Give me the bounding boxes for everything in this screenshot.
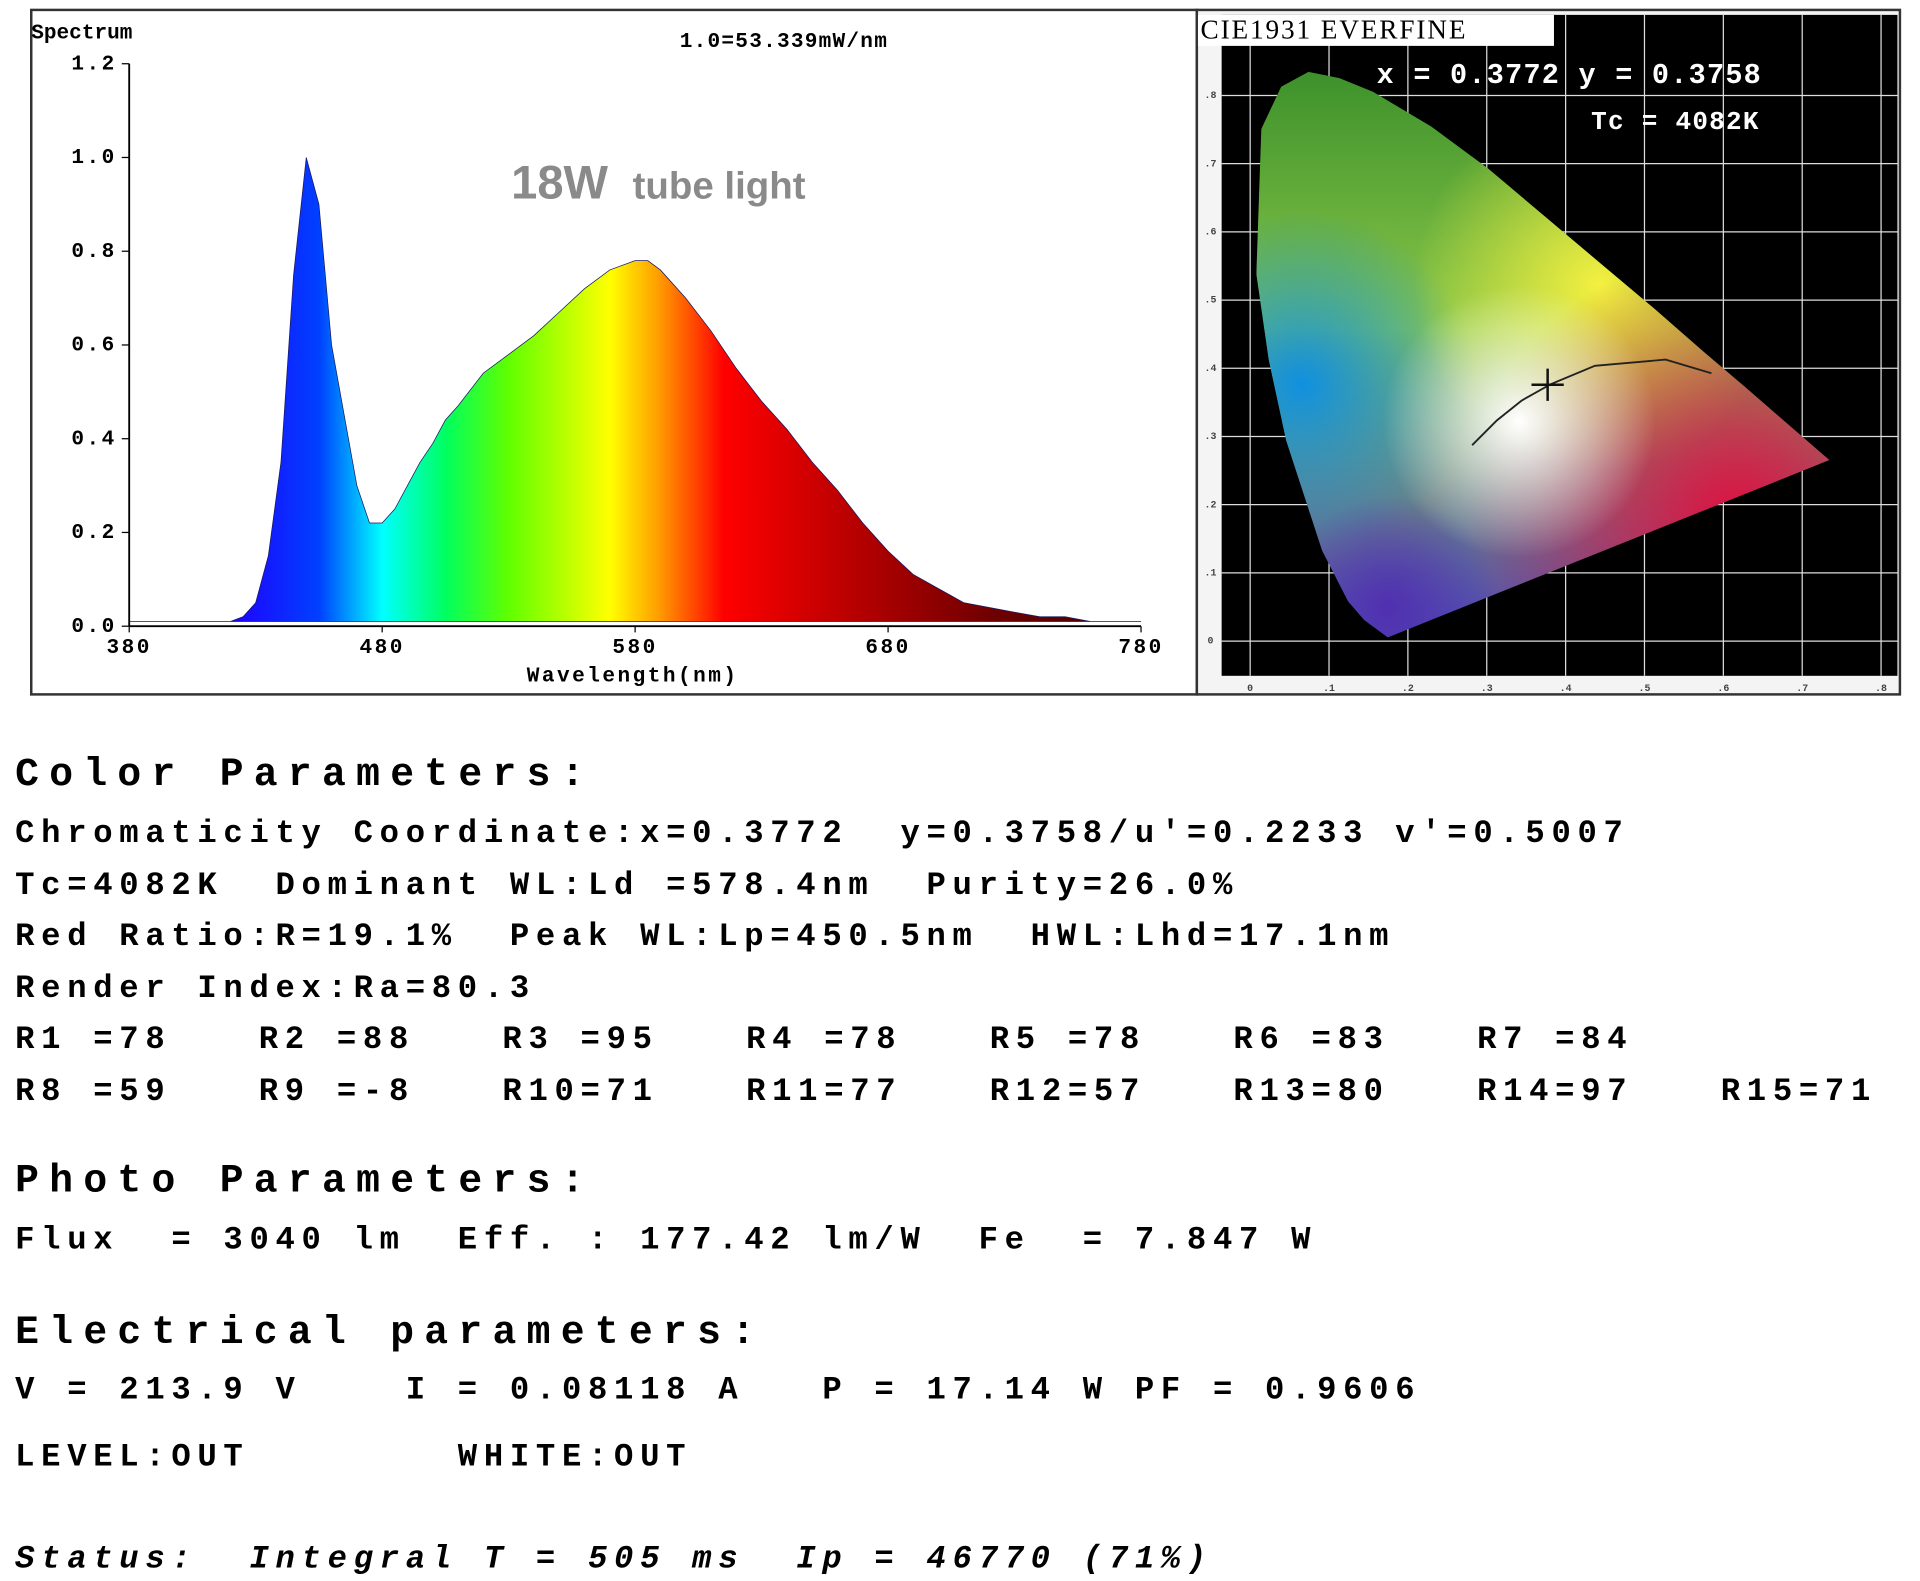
y-tick-label: 0.4 [71, 427, 116, 451]
render-index: R13=80 [1233, 1073, 1389, 1110]
electrical-parameters: Electrical parameters: V = 213.9 V I = 0… [15, 1310, 1421, 1476]
annotation: tube light [633, 164, 806, 207]
y-tick-label: .4 [1205, 363, 1217, 374]
chart-title: Spectrum [31, 21, 132, 45]
x-tick-label: .6 [1717, 683, 1729, 694]
x-tick-label: .1 [1323, 683, 1335, 694]
chart-subtitle: 1.0=53.339mW/nm [680, 30, 888, 54]
y-tick-label: .2 [1205, 499, 1217, 510]
x-tick-label: .5 [1639, 683, 1651, 694]
y-tick-label: 0.2 [71, 521, 116, 545]
chromaticity-point [1531, 368, 1564, 401]
parameter-line: Red Ratio:R=19.1% Peak WL:Lp=450.5nm HWL… [15, 918, 1395, 955]
x-tick-label: 780 [1118, 636, 1163, 660]
x-tick-label: 0 [1247, 683, 1253, 694]
render-index: R3 =95 [502, 1021, 658, 1058]
y-tick-label: .7 [1205, 158, 1217, 169]
y-tick-label: .6 [1205, 227, 1217, 238]
render-index: R11=77 [746, 1073, 902, 1110]
chart-title: CIE1931 EVERFINE [1201, 14, 1468, 44]
section-title: Photo Parameters: [15, 1159, 595, 1204]
y-tick-label: .3 [1205, 431, 1217, 442]
parameter-line: V = 213.9 V I = 0.08118 A P = 17.14 W PF… [15, 1372, 1421, 1409]
y-tick-label: 0.0 [71, 615, 116, 639]
render-index: R12=57 [990, 1073, 1146, 1110]
annotation: 18W [511, 155, 608, 208]
render-index: R10=71 [502, 1073, 658, 1110]
render-index: R7 =84 [1477, 1021, 1633, 1058]
x-tick-label: 480 [359, 636, 404, 660]
status-line: Status: Integral T = 505 ms Ip = 46770 (… [15, 1540, 1213, 1577]
render-indices: R1 =78 R2 =88 R3 =95 R4 =78 R5 =78 R6 =83 R7 =… [15, 1021, 1877, 1110]
render-index: R15=71 [1721, 1073, 1877, 1110]
x-tick-label: 380 [107, 636, 152, 660]
point-label: x = 0.3772 y = 0.3758 [1377, 59, 1762, 92]
color-parameters: Color Parameters: Chromaticity Coordinat… [15, 752, 1877, 1110]
x-tick-label: .8 [1875, 683, 1887, 694]
parameter-line: Flux = 3040 lm Eff. : 177.42 lm/W Fe = 7… [15, 1222, 1317, 1259]
spectrum-area [129, 157, 1142, 622]
render-index: R2 =88 [259, 1021, 415, 1058]
y-tick-label: 0.6 [71, 334, 116, 358]
x-tick-label: .3 [1481, 683, 1493, 694]
render-index: R14=97 [1477, 1073, 1633, 1110]
title-box [1198, 14, 1554, 46]
y-tick-label: 1.2 [71, 52, 116, 76]
render-index: R1 =78 [15, 1021, 171, 1058]
render-index: R9 =-8 [259, 1073, 415, 1110]
y-tick-label: .5 [1205, 295, 1217, 306]
parameter-line: LEVEL:OUT WHITE:OUT [15, 1439, 692, 1476]
render-index: R5 =78 [990, 1021, 1146, 1058]
x-tick-label: 680 [865, 636, 910, 660]
y-tick-label: .1 [1205, 568, 1217, 579]
x-axis-label: Wavelength(nm) [527, 664, 739, 688]
parameter-line: Render Index:Ra=80.3 [15, 970, 536, 1007]
x-tick-label: .4 [1560, 683, 1572, 694]
y-tick-label: 0.8 [71, 240, 116, 264]
section-title: Color Parameters: [15, 752, 595, 797]
spectrum-chart: Spectrum 1.0=53.339mW/nm 18W tube light … [31, 21, 1163, 688]
x-tick-label: .2 [1402, 683, 1414, 694]
render-index: R4 =78 [746, 1021, 902, 1058]
y-tick-label: 0 [1208, 636, 1214, 647]
render-index: R8 =59 [15, 1073, 171, 1110]
point-label: Tc = 4082K [1591, 107, 1760, 137]
y-tick-label: .8 [1205, 90, 1217, 101]
parameter-line: Chromaticity Coordinate:x=0.3772 y=0.375… [15, 815, 1629, 852]
x-tick-label: 580 [612, 636, 657, 660]
photo-parameters: Photo Parameters: Flux = 3040 lm Eff. : … [15, 1159, 1317, 1259]
x-tick-label: .7 [1796, 683, 1808, 694]
section-title: Electrical parameters: [15, 1310, 765, 1355]
parameter-line: Tc=4082K Dominant WL:Ld =578.4nm Purity=… [15, 867, 1239, 904]
y-tick-label: 1.0 [71, 146, 116, 170]
render-index: R6 =83 [1233, 1021, 1389, 1058]
